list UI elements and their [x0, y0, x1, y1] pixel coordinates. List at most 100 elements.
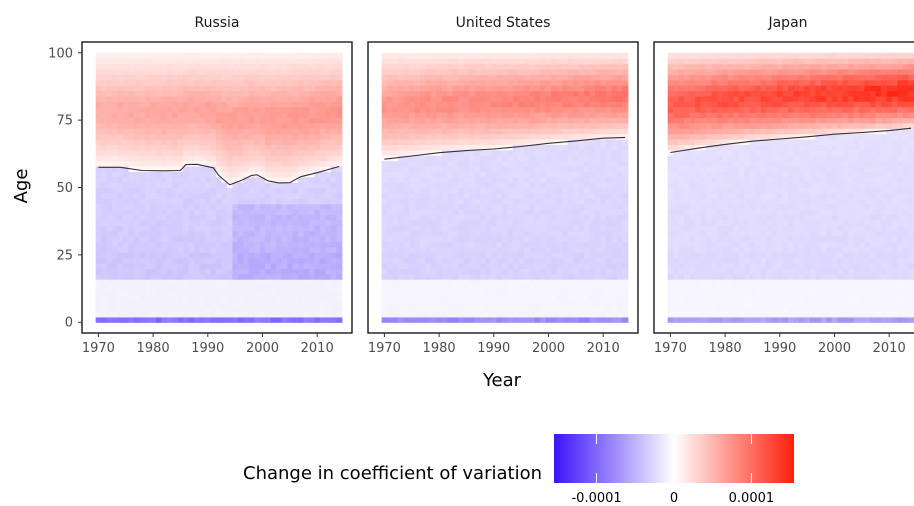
heatmap-cell [150, 85, 157, 92]
heatmap-cell [336, 176, 343, 183]
heatmap-cell [545, 171, 552, 178]
heatmap-cell [155, 306, 162, 313]
heatmap-cell [567, 295, 574, 302]
heatmap-cell [281, 79, 288, 86]
heatmap-cell [409, 128, 416, 135]
heatmap-cell [695, 133, 702, 140]
heatmap-cell [540, 198, 547, 205]
heatmap-cell [562, 155, 569, 162]
heatmap-cell [210, 295, 217, 302]
heatmap-cell [248, 139, 255, 145]
heatmap-cell [381, 144, 388, 151]
heatmap-cell [573, 144, 580, 151]
heatmap-cell [161, 219, 168, 226]
heatmap-cell [573, 236, 580, 242]
heatmap-cell [673, 279, 680, 286]
heatmap-cell [177, 225, 184, 232]
heatmap-cell [112, 295, 119, 302]
heatmap-cell [183, 257, 190, 264]
heatmap-cell [403, 241, 410, 248]
heatmap-cell [518, 316, 525, 323]
heatmap-cell [177, 122, 184, 129]
heatmap-cell [387, 122, 394, 129]
heatmap-cell [319, 117, 326, 124]
heatmap-cell [458, 252, 465, 259]
heatmap-cell [216, 246, 223, 253]
heatmap-cell [551, 203, 558, 210]
heatmap-cell [199, 90, 206, 97]
heatmap-cell [523, 214, 530, 221]
heatmap-cell [616, 316, 623, 323]
heatmap-cell [161, 112, 168, 119]
heatmap-cell [562, 246, 569, 253]
heatmap-cell [144, 112, 151, 119]
heatmap-cell [210, 289, 217, 296]
heatmap-cell [523, 295, 530, 302]
heatmap-cell [409, 187, 416, 194]
heatmap-cell [292, 236, 299, 242]
heatmap-cell [123, 52, 130, 59]
heatmap-cell [381, 117, 388, 124]
heatmap-cell [144, 160, 151, 167]
heatmap-cell [518, 209, 525, 216]
heatmap-cell [166, 268, 173, 275]
heatmap-cell [562, 85, 569, 92]
heatmap-cell [700, 295, 707, 302]
heatmap-cell [551, 284, 558, 291]
heatmap-cell [436, 122, 443, 129]
heatmap-cell [123, 117, 130, 124]
heatmap-cell [689, 122, 696, 129]
heatmap-cell [330, 160, 337, 167]
heatmap-cell [330, 117, 337, 124]
heatmap-cell [259, 52, 266, 59]
heatmap-cell [589, 68, 596, 75]
heatmap-cell [166, 52, 173, 59]
heatmap-cell [496, 112, 503, 119]
heatmap-cell [265, 149, 272, 156]
heatmap-cell [133, 122, 141, 129]
heatmap-cell [133, 246, 141, 253]
heatmap-cell [112, 176, 119, 183]
heatmap-cell [199, 128, 206, 135]
heatmap-cell [485, 144, 492, 151]
heatmap-cell [594, 187, 602, 194]
heatmap-cell [673, 155, 680, 162]
heatmap-cell [512, 112, 520, 119]
heatmap-cell [248, 101, 255, 108]
heatmap-cell [265, 203, 272, 210]
heatmap-cell [705, 203, 713, 210]
heatmap-cell [319, 52, 326, 59]
heatmap-cell [381, 165, 388, 172]
heatmap-cell [139, 306, 146, 313]
heatmap-cell [436, 262, 443, 269]
heatmap-cell [469, 133, 476, 140]
heatmap-cell [430, 246, 437, 253]
heatmap-cell [573, 273, 580, 280]
heatmap-cell [243, 198, 250, 205]
heatmap-cell [188, 68, 195, 75]
heatmap-cell [507, 187, 514, 194]
heatmap-cell [139, 101, 146, 108]
heatmap-cell [101, 209, 108, 216]
heatmap-cell [616, 95, 623, 102]
heatmap-cell [540, 165, 547, 172]
heatmap-cell [480, 101, 487, 108]
heatmap-cell [502, 306, 509, 313]
heatmap-cell [287, 219, 294, 226]
heatmap-cell [403, 257, 410, 264]
heatmap-cell [308, 68, 316, 75]
heatmap-cell [540, 273, 547, 280]
heatmap-cell [447, 316, 454, 323]
heatmap-cell [695, 95, 702, 102]
heatmap-cell [232, 311, 239, 318]
heatmap-cell [101, 79, 108, 86]
heatmap-cell [594, 284, 602, 291]
heatmap-cell [673, 187, 680, 194]
heatmap-cell [112, 198, 119, 205]
heatmap-cell [336, 52, 343, 59]
heatmap-cell [254, 52, 261, 59]
heatmap-cell [325, 241, 332, 248]
heatmap-cell [254, 225, 261, 232]
heatmap-cell [161, 144, 168, 151]
heatmap-cell [502, 128, 509, 135]
